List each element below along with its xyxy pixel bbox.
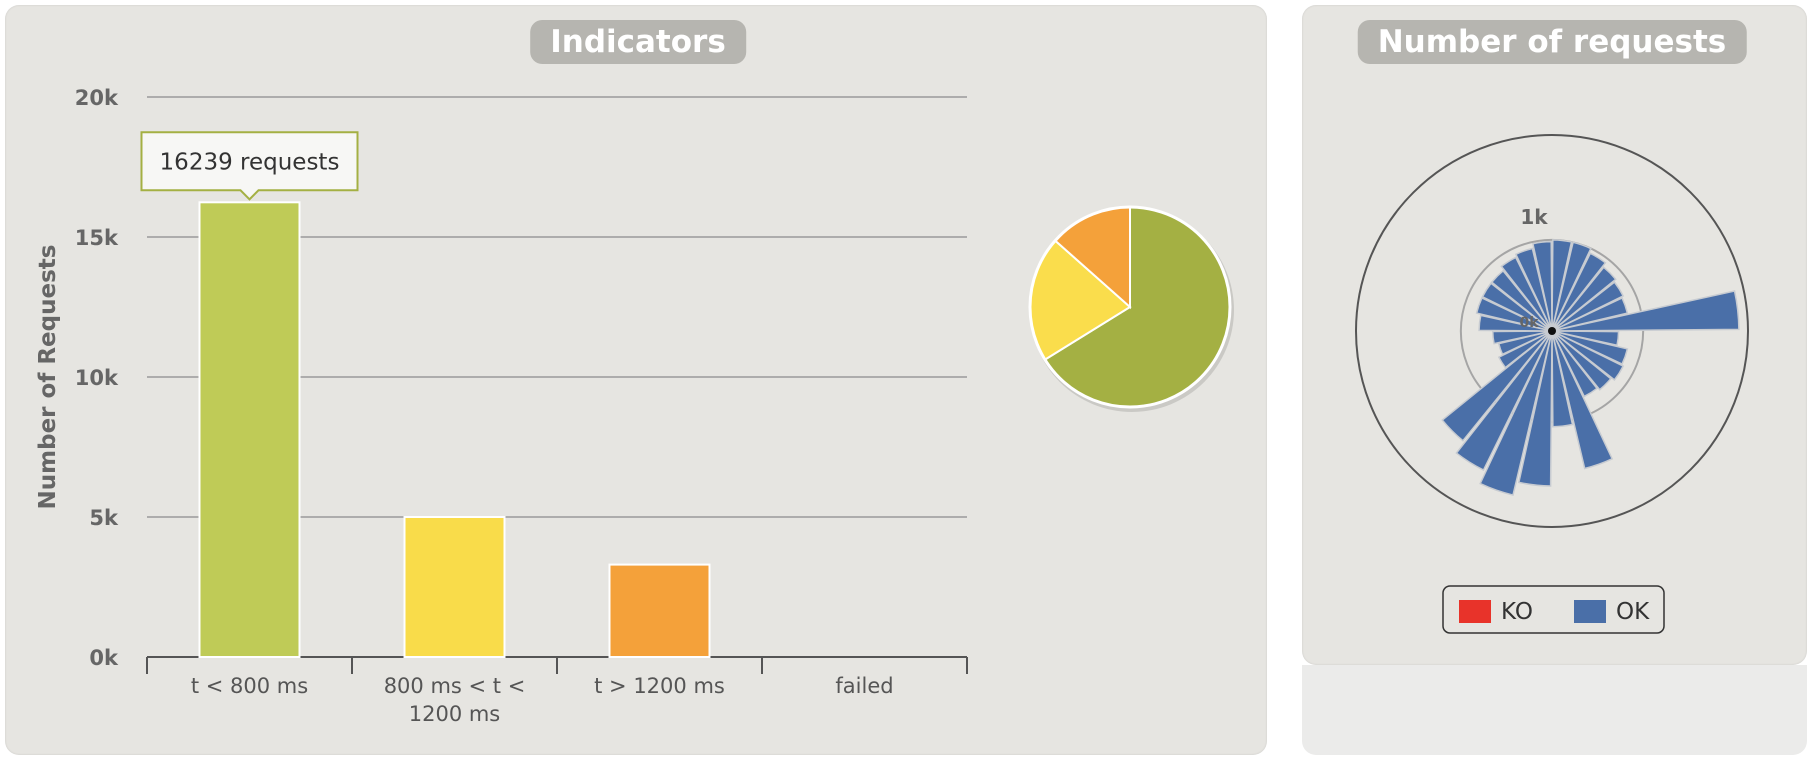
y-tick-label: 0k <box>89 646 119 670</box>
polar-bar <box>1551 330 1629 365</box>
x-tick-label: t > 1200 ms <box>594 674 725 698</box>
tooltip: 16239 requests <box>140 131 359 201</box>
y-tick-label: 20k <box>75 86 119 110</box>
y-axis-title: Number of Requests <box>35 245 61 510</box>
legend-label: KO <box>1501 599 1533 625</box>
legend-swatch <box>1459 600 1491 623</box>
polar-bar <box>1455 330 1553 472</box>
polar-bar <box>1497 330 1553 369</box>
bar <box>403 516 506 658</box>
y-tick-label: 10k <box>75 366 119 390</box>
indicators-bar-chart: 0k 5k 10k 15k 20k Number of Requests t < 800 m… <box>35 86 1234 726</box>
polar-center <box>1548 327 1556 335</box>
polar-bar <box>1551 330 1574 428</box>
requests-title: Number of requests <box>1357 20 1747 64</box>
polar-bar <box>1479 330 1553 496</box>
pie-outline <box>1028 205 1232 409</box>
polar-bar <box>1497 330 1553 356</box>
indicators-panel: Indicators 0k 5k 10k 15k 20k Number of Reques… <box>5 5 1267 755</box>
polar-bar <box>1551 252 1607 332</box>
polar-bar <box>1551 281 1625 332</box>
y-tick-label: 15k <box>75 226 119 250</box>
indicators-title: Indicators <box>530 20 746 64</box>
legend-box <box>1442 585 1665 634</box>
polar-bar <box>1500 256 1553 332</box>
legend-swatch <box>1574 600 1606 623</box>
polar-bar <box>1551 330 1625 381</box>
bar <box>608 563 711 658</box>
tooltip-text: 16239 requests <box>160 149 340 175</box>
requests-panel: Number of requests 1k 0k KO OK <box>1302 5 1807 665</box>
legend-item: OK <box>1574 599 1650 625</box>
polar-grid-ring <box>1459 238 1645 424</box>
legend-label: OK <box>1616 599 1650 625</box>
x-tick-label: 1200 ms <box>409 702 501 726</box>
y-tick-label: 5k <box>89 506 119 530</box>
radial-tick-label: 1k <box>1520 205 1548 229</box>
polar-bar <box>1551 330 1612 391</box>
polar-bar <box>1551 290 1740 332</box>
requests-panel-footer <box>1302 665 1807 755</box>
tooltip-box <box>140 131 359 201</box>
x-tick-label: 800 ms < t < <box>384 674 526 698</box>
radial-tick-label: 0k <box>1519 315 1539 331</box>
polar-bar <box>1490 269 1553 332</box>
polar-bar <box>1517 330 1553 487</box>
polar-bar <box>1441 330 1553 442</box>
x-tick-label: t < 800 ms <box>191 674 308 698</box>
polar-bar <box>1491 330 1553 345</box>
polar-bar <box>1532 240 1553 332</box>
polar-bar <box>1551 241 1592 332</box>
legend: KO OK <box>1442 585 1665 634</box>
requests-polar-chart: 1k 0k KO OK <box>1355 134 1749 634</box>
polar-bar <box>1551 266 1617 332</box>
polar-bar <box>1475 297 1553 332</box>
legend-item: KO <box>1459 599 1533 625</box>
polar-bar <box>1481 282 1553 332</box>
polar-bar <box>1551 297 1629 332</box>
polar-bar <box>1551 330 1599 398</box>
polar-bar <box>1551 330 1614 470</box>
x-tick-label: failed <box>835 674 893 698</box>
polar-outer-ring <box>1355 134 1749 528</box>
bar <box>198 201 301 658</box>
polar-bar <box>1514 247 1553 332</box>
